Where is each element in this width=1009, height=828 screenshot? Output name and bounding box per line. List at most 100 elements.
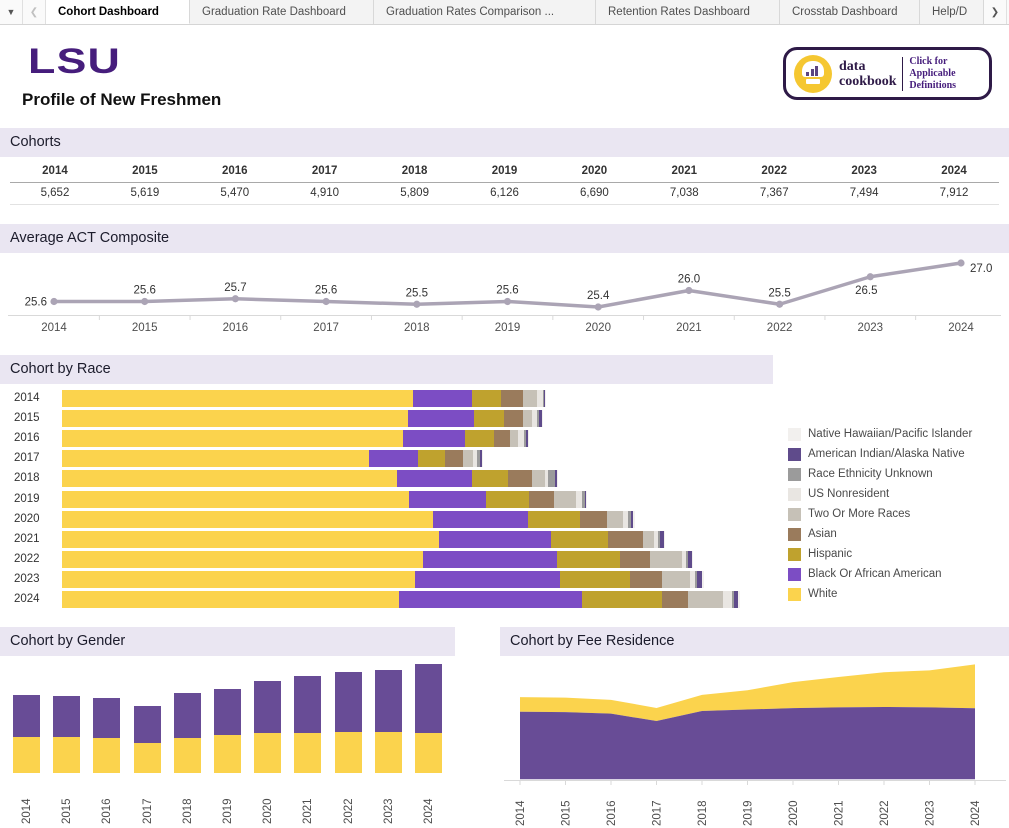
tab-crosstab-dashboard[interactable]: Crosstab Dashboard	[780, 0, 920, 24]
race-segment-two-or-more-races[interactable]	[649, 550, 682, 568]
gender-purple-segment[interactable]	[214, 688, 241, 735]
race-segment-hispanic[interactable]	[485, 490, 529, 508]
race-segment-us-nonresident[interactable]	[532, 410, 537, 428]
race-segment-american-indian-alaska-native[interactable]	[538, 410, 542, 428]
legend-item-race-ethnicity-unknown[interactable]: Race Ethnicity Unknown	[788, 464, 1008, 484]
race-segment-two-or-more-races[interactable]	[522, 390, 537, 407]
race-segment-hispanic[interactable]	[528, 510, 580, 528]
gender-bar-2014[interactable]	[13, 695, 40, 773]
act-point-2020[interactable]	[594, 303, 602, 311]
gender-bar-2016[interactable]	[93, 697, 121, 773]
race-segment-two-or-more-races[interactable]	[509, 430, 519, 448]
gender-purple-segment[interactable]	[93, 697, 121, 739]
gender-purple-segment[interactable]	[374, 670, 402, 732]
race-segment-two-or-more-races[interactable]	[531, 470, 545, 488]
race-segment-white[interactable]	[62, 410, 408, 428]
race-bar-2024[interactable]	[62, 591, 740, 608]
race-segment-two-or-more-races[interactable]	[523, 410, 533, 428]
gender-purple-segment[interactable]	[133, 705, 161, 744]
race-segment-white[interactable]	[62, 430, 403, 448]
race-segment-black-or-african-american[interactable]	[369, 450, 419, 468]
act-point-2023[interactable]	[866, 273, 874, 281]
race-segment-hispanic[interactable]	[418, 450, 446, 468]
race-segment-american-indian-alaska-native[interactable]	[543, 390, 545, 407]
gender-purple-segment[interactable]	[13, 695, 40, 738]
race-segment-us-nonresident[interactable]	[536, 390, 543, 407]
race-segment-white[interactable]	[62, 570, 415, 588]
gender-purple-segment[interactable]	[254, 681, 282, 734]
race-bar-2019[interactable]	[62, 490, 587, 508]
act-point-2021[interactable]	[685, 286, 693, 295]
race-segment-hispanic[interactable]	[550, 530, 608, 548]
race-segment-race-ethnicity-unknown[interactable]	[685, 550, 689, 568]
fee-yellow-area[interactable]	[520, 664, 975, 722]
race-segment-two-or-more-races[interactable]	[553, 490, 576, 508]
race-segment-asian[interactable]	[528, 490, 554, 508]
race-segment-hispanic[interactable]	[559, 570, 630, 588]
race-segment-american-indian-alaska-native[interactable]	[525, 430, 528, 448]
tab-graduation-rate-dashboard[interactable]: Graduation Rate Dashboard	[190, 0, 374, 24]
race-segment-black-or-african-american[interactable]	[439, 530, 551, 548]
data-cookbook-link[interactable]: data cookbook Click for Applicable Defin…	[783, 47, 992, 100]
race-bar-2022[interactable]	[62, 550, 694, 568]
race-segment-race-ethnicity-unknown[interactable]	[548, 470, 555, 488]
tab-retention-rates-dashboard[interactable]: Retention Rates Dashboard	[596, 0, 780, 24]
gender-bar-2024[interactable]	[415, 664, 442, 773]
gender-bar-2022[interactable]	[334, 671, 362, 773]
race-bar-2023[interactable]	[62, 570, 705, 588]
race-segment-white[interactable]	[62, 450, 370, 468]
race-bar-2017[interactable]	[62, 450, 482, 468]
race-segment-black-or-african-american[interactable]	[409, 490, 486, 508]
race-segment-black-or-african-american[interactable]	[407, 410, 474, 428]
race-segment-asian[interactable]	[607, 530, 644, 548]
race-segment-us-nonresident[interactable]	[622, 510, 629, 528]
race-segment-white[interactable]	[62, 470, 397, 488]
race-segment-asian[interactable]	[507, 470, 532, 488]
legend-item-black-or-african-american[interactable]: Black Or African American	[788, 564, 1008, 584]
race-segment-asian[interactable]	[579, 510, 607, 528]
race-segment-hispanic[interactable]	[471, 470, 508, 488]
race-segment-native-hawaiian-pacific-islander[interactable]	[738, 591, 740, 608]
tab-menu-button[interactable]: ▼	[0, 0, 23, 24]
race-segment-asian[interactable]	[445, 450, 464, 468]
gender-bar-2019[interactable]	[214, 688, 241, 773]
race-segment-hispanic[interactable]	[471, 390, 501, 407]
gender-yellow-segment[interactable]	[214, 734, 241, 773]
race-bar-2016[interactable]	[62, 430, 528, 448]
race-segment-american-indian-alaska-native[interactable]	[688, 550, 692, 568]
race-segment-race-ethnicity-unknown[interactable]	[524, 430, 526, 448]
act-point-2022[interactable]	[776, 300, 784, 308]
race-segment-race-ethnicity-unknown[interactable]	[731, 591, 734, 608]
race-segment-american-indian-alaska-native[interactable]	[660, 530, 664, 548]
race-segment-asian[interactable]	[500, 390, 523, 407]
race-segment-black-or-african-american[interactable]	[422, 550, 557, 568]
legend-item-hispanic[interactable]: Hispanic	[788, 544, 1008, 564]
race-segment-us-nonresident[interactable]	[689, 570, 695, 588]
race-segment-us-nonresident[interactable]	[518, 430, 525, 448]
tabs-scroll-right-icon[interactable]: ❯	[984, 0, 1007, 24]
race-segment-race-ethnicity-unknown[interactable]	[476, 450, 481, 468]
race-segment-asian[interactable]	[504, 410, 524, 428]
race-segment-two-or-more-races[interactable]	[661, 570, 690, 588]
race-segment-native-hawaiian-pacific-islander[interactable]	[663, 530, 666, 548]
race-segment-american-indian-alaska-native[interactable]	[630, 510, 633, 528]
race-segment-white[interactable]	[62, 591, 399, 608]
race-segment-us-nonresident[interactable]	[544, 470, 549, 488]
race-segment-american-indian-alaska-native[interactable]	[584, 490, 587, 508]
race-bar-2020[interactable]	[62, 510, 636, 528]
race-segment-race-ethnicity-unknown[interactable]	[694, 570, 698, 588]
race-segment-american-indian-alaska-native[interactable]	[554, 470, 558, 488]
gender-bar-2023[interactable]	[374, 670, 402, 773]
race-segment-two-or-more-races[interactable]	[463, 450, 473, 468]
race-segment-hispanic[interactable]	[582, 591, 662, 608]
gender-yellow-segment[interactable]	[334, 731, 362, 773]
race-segment-us-nonresident[interactable]	[575, 490, 582, 508]
legend-item-asian[interactable]: Asian	[788, 524, 1008, 544]
race-segment-native-hawaiian-pacific-islander[interactable]	[701, 570, 705, 588]
gender-purple-segment[interactable]	[53, 695, 81, 738]
gender-yellow-segment[interactable]	[254, 733, 282, 773]
gender-bar-2021[interactable]	[294, 676, 322, 773]
race-bar-2018[interactable]	[62, 470, 558, 488]
race-segment-native-hawaiian-pacific-islander[interactable]	[691, 550, 694, 568]
gender-purple-segment[interactable]	[173, 693, 201, 738]
